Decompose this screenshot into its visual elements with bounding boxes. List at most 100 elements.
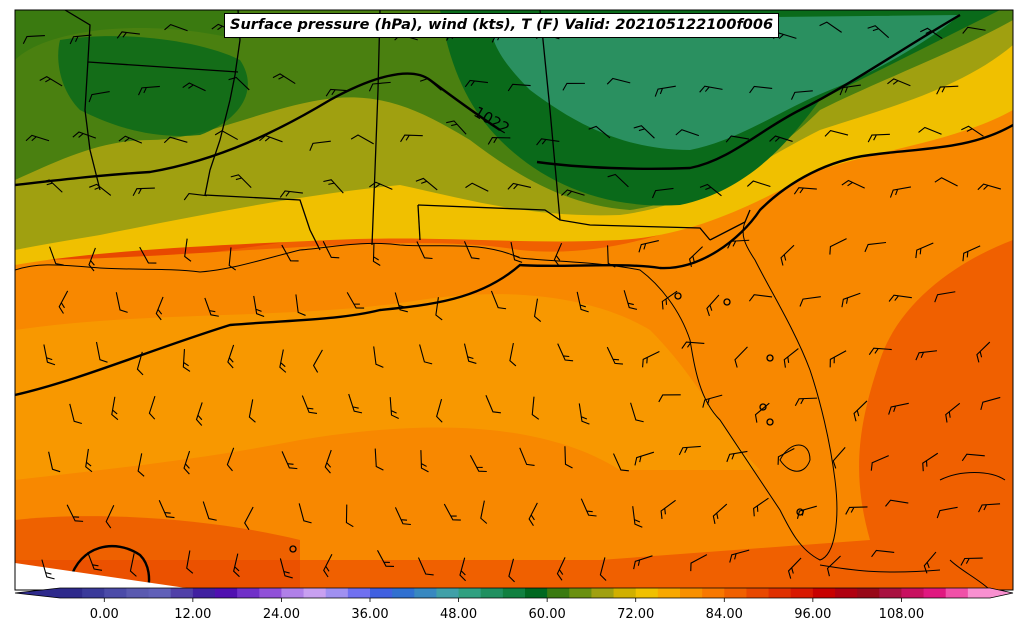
colorbar-segment xyxy=(569,588,592,598)
wind-barb xyxy=(826,555,841,577)
colorbar-segment xyxy=(525,588,548,598)
wind-barb xyxy=(977,183,1002,191)
wind-barb xyxy=(845,506,868,515)
colorbar-segment xyxy=(635,588,659,598)
wind-barb xyxy=(41,179,63,193)
wind-barb xyxy=(228,247,237,271)
wind-barb xyxy=(531,396,540,420)
wind-barb xyxy=(623,290,638,310)
wind-barb xyxy=(69,34,92,45)
wind-barb xyxy=(227,344,235,369)
wind-barb xyxy=(712,503,728,524)
colorbar-tick-label: 36.00 xyxy=(351,607,389,622)
colorbar-max-extend xyxy=(990,588,1013,598)
wind-barb xyxy=(734,346,748,368)
wind-barb xyxy=(465,182,489,192)
wind-barb xyxy=(183,193,207,201)
wind-barb xyxy=(485,395,501,414)
colorbar-segment xyxy=(702,588,725,598)
wind-barb xyxy=(960,557,983,566)
wind-barb xyxy=(323,179,344,194)
wind-barb xyxy=(346,292,365,309)
wind-barb xyxy=(279,349,287,373)
wind-barb xyxy=(137,453,145,477)
wind-barb xyxy=(464,79,489,88)
wind-barb xyxy=(66,504,84,522)
wind-barb xyxy=(182,82,206,92)
wind-barb xyxy=(748,294,773,302)
wind-barb xyxy=(435,297,443,321)
wind-barb xyxy=(654,85,676,97)
wind-barb xyxy=(89,183,112,196)
colorbar-segment xyxy=(790,588,814,598)
wind-barb xyxy=(281,244,299,262)
colorbar-segment xyxy=(680,588,703,598)
colorbar-segment xyxy=(591,588,615,598)
colorbar-segment xyxy=(237,588,260,598)
wind-barb xyxy=(419,77,442,91)
wind-barb xyxy=(69,403,83,425)
colorbar-segment xyxy=(458,588,482,598)
wind-barb xyxy=(793,187,817,195)
wind-barb xyxy=(557,343,574,362)
colorbar-segment xyxy=(82,588,105,598)
wind-barb xyxy=(158,500,175,519)
wind-barb xyxy=(553,242,563,267)
wind-barb xyxy=(841,179,865,189)
wind-barb xyxy=(148,395,156,420)
wind-barb xyxy=(962,245,981,262)
wind-barb xyxy=(661,290,678,310)
wind-barb xyxy=(323,554,333,578)
wind-barb xyxy=(561,189,585,196)
wind-barb xyxy=(915,242,934,259)
colorbar-segment xyxy=(857,588,880,598)
colorbar-segment xyxy=(126,588,150,598)
colorbar-tick-label: 12.00 xyxy=(174,607,212,622)
wind-barb xyxy=(606,346,623,365)
wind-barb xyxy=(633,555,653,570)
wind-barb xyxy=(588,125,611,139)
wind-barb xyxy=(163,136,188,144)
wind-barb xyxy=(675,129,700,137)
wind-barb xyxy=(436,399,443,423)
wind-barb xyxy=(416,241,433,260)
wind-barb xyxy=(962,26,986,34)
wind-barb xyxy=(868,347,892,356)
wind-barb xyxy=(533,298,542,322)
wind-barb xyxy=(658,394,681,403)
wind-barb xyxy=(528,502,538,526)
wind-barb xyxy=(889,186,912,198)
wind-barb xyxy=(945,402,961,423)
wind-barb xyxy=(867,133,890,143)
wind-barb xyxy=(519,447,535,466)
colorbar-segment xyxy=(480,588,504,598)
colorbar-segment xyxy=(613,588,637,598)
colorbar xyxy=(14,587,1014,602)
wind-barb xyxy=(613,453,629,472)
wind-barb xyxy=(867,25,890,39)
wind-barb xyxy=(132,187,155,197)
colorbar-tick-label: 60.00 xyxy=(528,607,566,622)
wind-barb xyxy=(936,506,958,519)
wind-barb xyxy=(164,24,188,32)
wind-barb xyxy=(118,135,143,144)
wind-barb xyxy=(580,498,597,517)
wind-barb xyxy=(678,445,701,456)
wind-barb xyxy=(509,342,517,367)
wind-barb xyxy=(681,341,705,349)
wind-barb xyxy=(49,246,64,266)
wind-barb xyxy=(228,76,250,91)
wind-barb xyxy=(746,180,771,188)
wind-barb xyxy=(115,292,128,313)
colorbar-segment xyxy=(148,588,172,598)
wind-barb xyxy=(214,130,238,141)
wind-barb xyxy=(136,351,144,376)
colorbar-segment xyxy=(215,588,238,598)
wind-barb xyxy=(139,246,157,264)
wind-barb xyxy=(507,182,531,190)
wind-barb xyxy=(961,453,985,462)
wind-barb xyxy=(129,553,137,577)
colorbar-min-extend xyxy=(15,588,60,598)
wind-barb xyxy=(372,243,381,266)
colorbar-tick-label: 24.00 xyxy=(262,607,301,622)
